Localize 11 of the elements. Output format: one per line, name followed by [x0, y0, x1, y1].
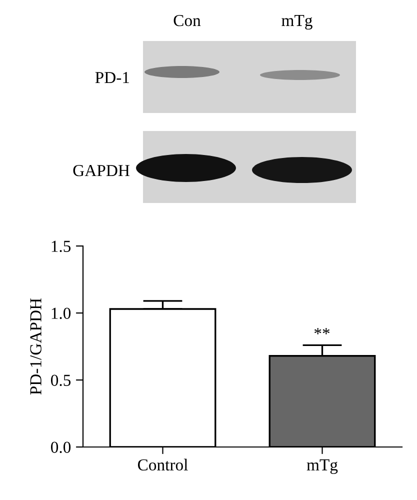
text: PD-1 [95, 72, 129, 84]
y-tick-label: 0.0 [50, 442, 71, 454]
x-tick-label: Control [138, 458, 188, 471]
y-tick-label: 1.5 [52, 240, 71, 252]
y-axis-title: PD-1/GAPDH [30, 298, 42, 395]
text: Con [174, 14, 201, 26]
text: GAPDH [73, 164, 130, 176]
annotation: ** [314, 328, 330, 334]
y-tick-label: 1.0 [52, 308, 71, 320]
text: mTg [282, 15, 312, 30]
y-tick-label: 0.5 [50, 374, 71, 386]
